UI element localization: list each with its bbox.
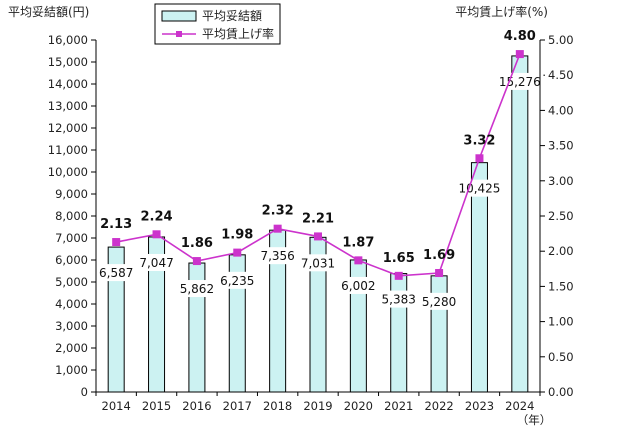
- x-tick-label: 2016: [182, 399, 211, 413]
- legend-line-label: 平均賃上げ率: [202, 26, 274, 41]
- bar-value-label: 6,587: [99, 266, 133, 280]
- left-tick-label: 3,000: [55, 319, 88, 333]
- right-axis-title: 平均賃上げ率(%): [455, 4, 548, 19]
- rate-value-label: 1.69: [423, 248, 455, 263]
- rate-value-label: 1.86: [181, 236, 213, 251]
- x-axis-unit: （年）: [517, 413, 552, 427]
- x-tick-label: 2015: [142, 399, 171, 413]
- left-tick-label: 15,000: [48, 55, 88, 69]
- x-tick-label: 2023: [465, 399, 494, 413]
- x-tick-label: 2017: [223, 399, 252, 413]
- legend-bar-swatch: [161, 10, 197, 22]
- left-tick-label: 11,000: [48, 143, 88, 157]
- bar-value-label: 15,276: [499, 75, 541, 89]
- rate-marker: [354, 256, 363, 265]
- bar-value-label: 7,031: [301, 256, 335, 270]
- left-axis-ticks: 0 1,000 2,000 3,000 4,000 5,000 6,000 7,000 8,00…: [48, 33, 96, 399]
- legend: 平均妥結額 平均賃上げ率: [154, 3, 281, 45]
- bar-label-bg: [217, 271, 258, 289]
- rate-value-label: 1.87: [342, 235, 374, 250]
- bar-series: 6,587 7,047 5,862 6,235 7,356 7,031 6,002 5,383…: [96, 55, 544, 393]
- bar-value-label: 10,425: [458, 182, 500, 196]
- left-tick-label: 16,000: [48, 33, 88, 47]
- line-series: 2.13 2.24 1.86 1.98 2.32 2.21 1.87 1.65 1.69 3.32…: [100, 29, 536, 280]
- rate-marker: [152, 230, 161, 239]
- x-tick-label: 2021: [384, 399, 413, 413]
- rate-marker: [273, 224, 282, 233]
- right-tick-label: 1.00: [548, 315, 574, 329]
- right-axis-ticks: 0.00 0.50 1.00 1.50 2.00 2.50 3.00 3.50 4.00 4.50…: [540, 33, 574, 399]
- right-tick-label: 2.50: [548, 209, 574, 223]
- right-tick-label: 2.00: [548, 244, 574, 258]
- bar-value-label: 5,280: [422, 295, 456, 309]
- bar-value-label: 5,383: [382, 293, 416, 307]
- left-tick-label: 8,000: [55, 209, 88, 223]
- rate-marker: [475, 154, 484, 163]
- bar-label-bg: [338, 276, 379, 294]
- rate-value-label: 1.98: [221, 228, 253, 243]
- right-tick-label: 1.50: [548, 279, 574, 293]
- legend-bar-label: 平均妥結額: [202, 9, 262, 23]
- bar-value-label: 6,235: [220, 274, 254, 288]
- left-tick-label: 2,000: [55, 341, 88, 355]
- rate-marker: [112, 238, 121, 247]
- x-tick-label: 2022: [424, 399, 453, 413]
- left-tick-label: 5,000: [55, 275, 88, 289]
- bar-value-label: 7,047: [139, 256, 173, 270]
- bar: [511, 55, 529, 393]
- rate-marker: [192, 257, 201, 266]
- rate-marker: [233, 248, 242, 257]
- bar-label-bg: [419, 292, 460, 310]
- right-tick-label: 0.00: [548, 385, 574, 399]
- rate-marker: [435, 269, 444, 278]
- rate-marker: [394, 271, 403, 280]
- x-tick-label: 2019: [303, 399, 332, 413]
- x-tick-label: 2024: [505, 399, 534, 413]
- left-tick-label: 6,000: [55, 253, 88, 267]
- rate-value-label: 2.13: [100, 217, 132, 232]
- left-tick-label: 14,000: [48, 77, 88, 91]
- left-tick-label: 0: [81, 385, 88, 399]
- legend-line-marker: [176, 31, 182, 37]
- x-tick-label: 2020: [344, 399, 373, 413]
- bar-label-bg: [298, 254, 338, 272]
- bar-label-bg: [136, 253, 177, 271]
- bar-label-bg: [378, 290, 419, 308]
- left-tick-label: 1,000: [55, 363, 88, 377]
- x-tick-label: 2014: [102, 399, 131, 413]
- rate-marker: [515, 50, 524, 59]
- right-tick-label: 3.00: [548, 174, 574, 188]
- bar-label-bg: [257, 247, 298, 265]
- right-tick-label: 4.50: [548, 68, 574, 82]
- bar-value-label: 7,356: [260, 249, 294, 263]
- right-tick-label: 5.00: [548, 33, 574, 47]
- bar-label-bg: [96, 264, 137, 282]
- right-tick-label: 4.00: [548, 103, 574, 117]
- x-axis-ticks: 2014 2015 2016 2017 2018 2019 2020 2021 2022 2023…: [102, 399, 535, 413]
- rate-value-label: 2.21: [302, 211, 334, 226]
- rate-value-label: 2.24: [141, 209, 173, 224]
- left-axis-title: 平均妥結額(円): [8, 5, 89, 19]
- bar: [470, 162, 488, 393]
- right-tick-label: 0.50: [548, 350, 574, 364]
- rate-value-label: 3.32: [463, 133, 495, 148]
- left-tick-label: 9,000: [55, 187, 88, 201]
- rate-value-label: 1.65: [383, 251, 415, 266]
- left-tick-label: 12,000: [48, 121, 88, 135]
- x-tick-label: 2018: [263, 399, 292, 413]
- bar-value-label: 5,862: [180, 282, 214, 296]
- left-tick-label: 7,000: [55, 231, 88, 245]
- left-tick-label: 13,000: [48, 99, 88, 113]
- axes: [95, 40, 541, 396]
- left-tick-label: 4,000: [55, 297, 88, 311]
- rate-marker: [314, 232, 322, 241]
- bar-value-label: 6,002: [341, 279, 375, 293]
- left-tick-label: 10,000: [48, 165, 88, 179]
- rate-value-label: 2.32: [262, 204, 294, 219]
- right-tick-label: 3.50: [548, 139, 574, 153]
- rate-value-label: 4.80: [504, 29, 536, 44]
- bar-label-bg: [176, 280, 217, 298]
